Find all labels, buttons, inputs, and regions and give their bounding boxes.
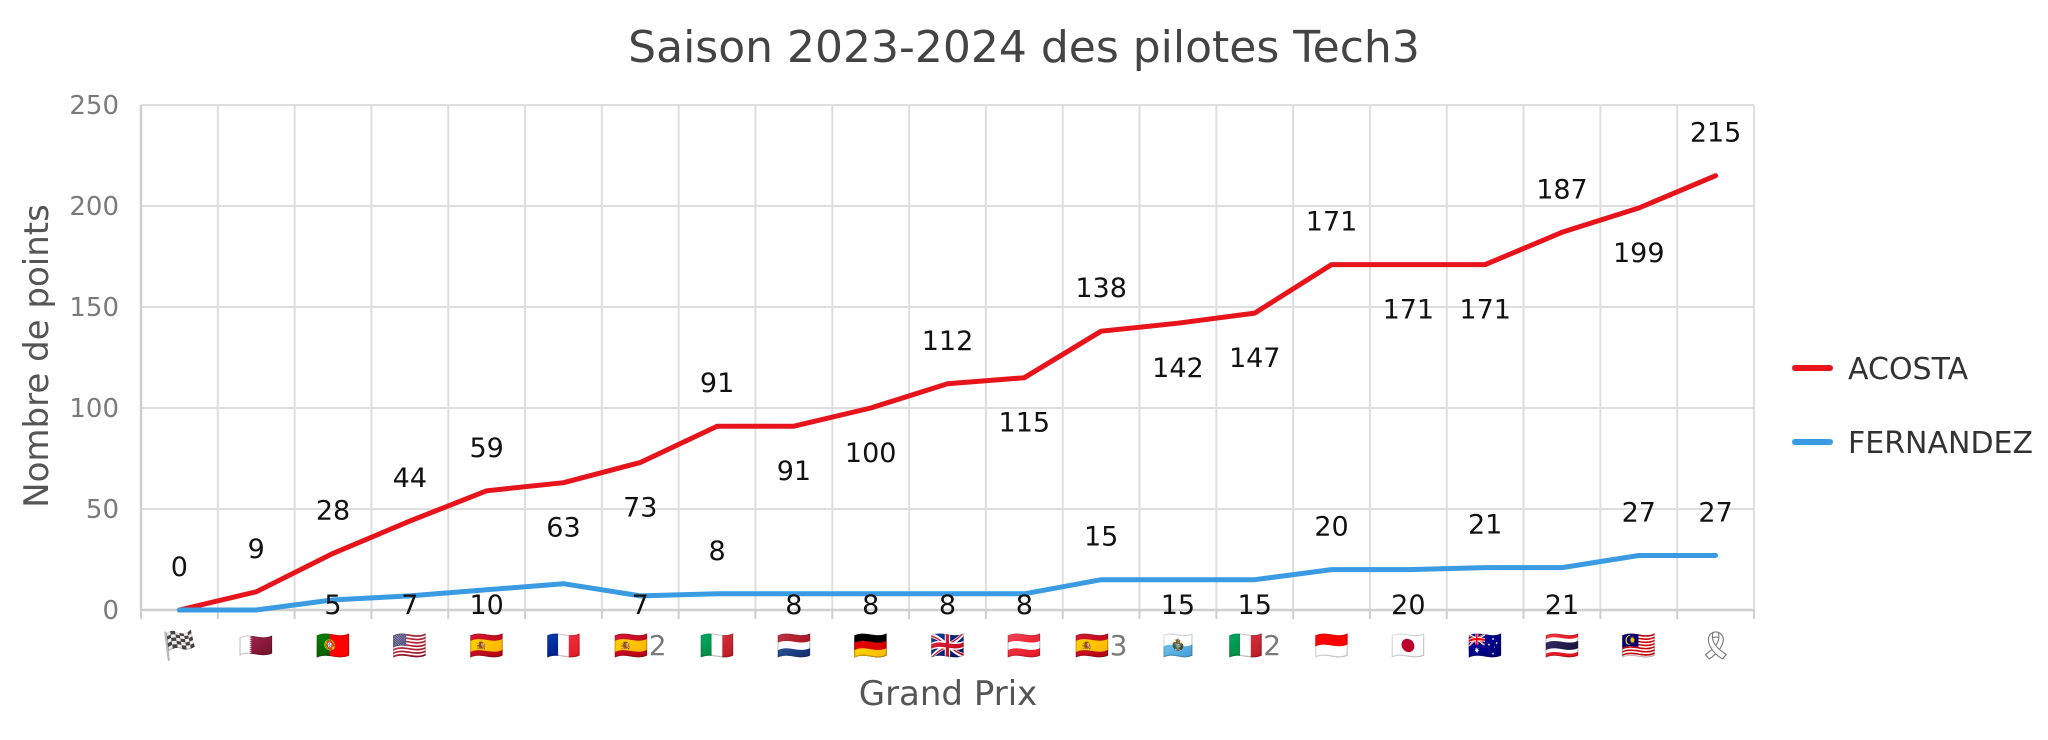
- x-tick-label: 🇬🇧: [930, 629, 965, 662]
- series-line-acosta: [176, 173, 1719, 613]
- data-label: 91: [700, 368, 734, 399]
- data-label: 142: [1152, 353, 1204, 384]
- x-tick-label: 🇺🇸: [392, 629, 427, 662]
- data-label: 63: [546, 513, 580, 544]
- y-tick-label: 250: [69, 91, 119, 121]
- data-label: 15: [1161, 590, 1195, 621]
- data-label: 8: [862, 590, 879, 621]
- series-lines: [176, 173, 1719, 613]
- data-label: 100: [845, 438, 897, 469]
- x-tick-label: 🇮🇩: [1314, 629, 1349, 662]
- x-tick-label: 🏁: [162, 629, 197, 662]
- x-tick-label: 🇫🇷: [546, 629, 581, 662]
- data-label: 15: [1238, 590, 1272, 621]
- x-axis-title: Grand Prix: [859, 674, 1038, 714]
- x-tick-label: 🇹🇭: [1545, 629, 1580, 662]
- data-label: 8: [708, 536, 725, 567]
- x-tick-label: 🇮🇹: [700, 629, 735, 662]
- data-label: 9: [248, 534, 265, 565]
- data-label: 7: [401, 590, 418, 621]
- x-tick-label: 🇪🇸2: [614, 629, 667, 662]
- y-tick-label: 100: [69, 394, 119, 424]
- data-labels: 0 9 28 44 59 63 73 91 91 100 112 115 138 142 147 171 171…: [171, 118, 1742, 621]
- legend-label: ACOSTA: [1848, 352, 1969, 387]
- data-label: 28: [316, 495, 350, 526]
- x-tick-label: 🇦🇹: [1007, 629, 1042, 662]
- chart-title: Saison 2023-2024 des pilotes Tech3: [628, 22, 1420, 73]
- data-label: 171: [1383, 295, 1435, 326]
- y-tick-label: 0: [102, 596, 119, 626]
- data-label: 20: [1314, 512, 1348, 543]
- x-tick-label: 🇩🇪: [853, 629, 888, 662]
- data-label: 20: [1391, 590, 1425, 621]
- grid-lines: [140, 104, 1755, 611]
- x-tick-label: 🇲🇾: [1621, 629, 1656, 662]
- data-label: 112: [922, 326, 974, 357]
- x-tick-label: 🇳🇱: [776, 629, 811, 662]
- x-tick-label: 🇶🇦: [239, 629, 274, 662]
- data-label: 21: [1468, 510, 1502, 541]
- data-label: 44: [393, 463, 427, 494]
- y-tick-label: 150: [69, 293, 119, 323]
- data-label: 215: [1690, 118, 1742, 149]
- data-label: 8: [785, 590, 802, 621]
- x-tick-label: 🇯🇵: [1391, 629, 1426, 662]
- data-label: 199: [1613, 238, 1665, 269]
- x-tick-label: 🇪🇸3: [1075, 629, 1128, 662]
- data-label: 171: [1459, 295, 1511, 326]
- data-label: 187: [1536, 174, 1588, 205]
- data-label: 8: [1016, 590, 1033, 621]
- data-label: 171: [1306, 207, 1358, 238]
- y-tick-label: 50: [86, 495, 119, 525]
- data-label: 73: [623, 493, 657, 524]
- data-label: 10: [469, 590, 503, 621]
- data-label: 0: [171, 552, 188, 583]
- data-label: 91: [777, 456, 811, 487]
- x-tick-label: 🇵🇹: [316, 629, 351, 662]
- data-label: 5: [324, 590, 341, 621]
- legend: ACOSTA FERNANDEZ: [1792, 352, 2033, 461]
- data-label: 15: [1084, 522, 1118, 553]
- legend-label: FERNANDEZ: [1848, 426, 2033, 461]
- y-axis-title: Nombre de points: [17, 204, 57, 508]
- data-label: 115: [999, 408, 1051, 439]
- x-tick-label: 🇪🇸: [469, 629, 504, 662]
- data-label: 21: [1545, 590, 1579, 621]
- data-label: 59: [469, 433, 503, 464]
- data-label: 147: [1229, 343, 1281, 374]
- data-label: 8: [939, 590, 956, 621]
- y-tick-label: 200: [69, 192, 119, 222]
- data-label: 27: [1622, 497, 1656, 528]
- data-label: 27: [1698, 497, 1732, 528]
- x-tick-label: 🇦🇺: [1468, 629, 1503, 662]
- data-label: 7: [632, 590, 649, 621]
- series-line-fernandez: [176, 553, 1719, 613]
- x-tick-label: 🇸🇲: [1160, 629, 1195, 662]
- x-tick-label: 🇮🇹2: [1228, 629, 1281, 662]
- data-label: 138: [1075, 273, 1127, 304]
- x-tick-label: 🎗: [1698, 629, 1734, 662]
